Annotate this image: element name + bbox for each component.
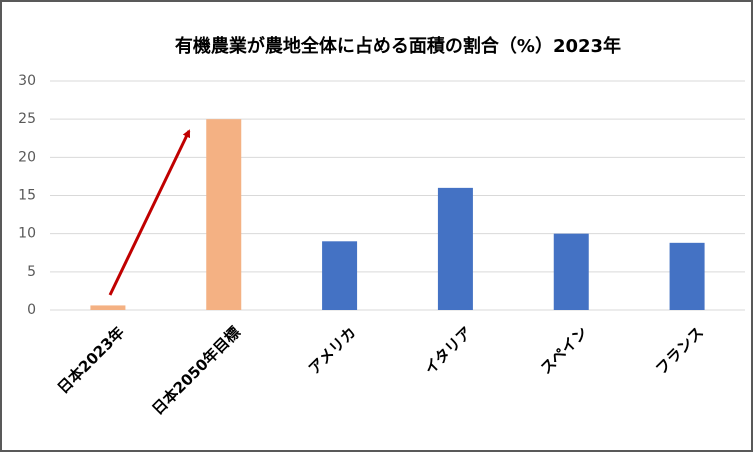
bar	[322, 241, 358, 310]
bar	[90, 305, 126, 310]
y-tick-label: 5	[27, 264, 36, 280]
arrow	[108, 129, 191, 296]
y-tick-label: 0	[27, 302, 36, 318]
y-tick-label: 20	[18, 149, 36, 165]
y-tick-label: 15	[18, 188, 36, 204]
bar	[553, 233, 589, 310]
y-tick-label: 30	[18, 73, 36, 89]
y-tick-label: 25	[18, 111, 36, 127]
bar	[669, 242, 705, 310]
bar	[206, 119, 242, 311]
bar	[437, 187, 473, 310]
y-tick-label: 10	[18, 226, 36, 242]
chart-title: 有機農業が農地全体に占める面積の割合（%）2023年	[175, 35, 621, 57]
